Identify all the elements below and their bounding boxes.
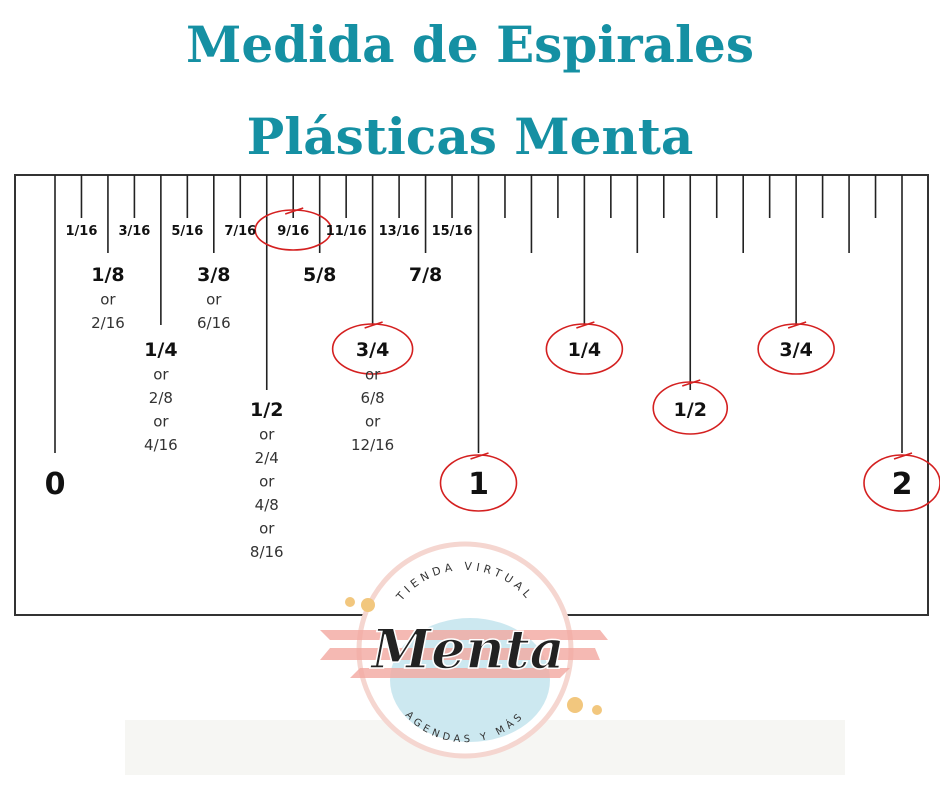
inch-label: 0	[45, 467, 66, 502]
equivalent-label: 6/8	[361, 389, 385, 407]
highlight-circle	[439, 454, 518, 512]
sixteenth-label: 11/16	[326, 224, 367, 239]
fraction-label: 7/8	[409, 264, 442, 286]
highlight-circle	[863, 454, 940, 512]
equivalent-label: or	[259, 473, 275, 491]
title-line: Plásticas Menta	[247, 107, 694, 166]
highlight-mark	[681, 379, 701, 387]
logo: TIENDA VIRTUAL AGENDAS Y MÁS Menta	[125, 541, 845, 775]
equivalent-label: 8/16	[250, 543, 284, 561]
fraction-label: 1/2	[674, 399, 707, 421]
sixteenth-label: 15/16	[432, 224, 473, 239]
sixteenth-label: 1/16	[66, 224, 98, 239]
highlight-circle	[254, 209, 333, 251]
equivalent-label: or	[365, 366, 381, 384]
equivalent-label: or	[153, 366, 169, 384]
fraction-label: 5/8	[303, 264, 336, 286]
fraction-label: 3/4	[356, 339, 389, 361]
equivalent-label: 2/16	[91, 314, 125, 332]
highlight-mark	[576, 321, 595, 329]
highlight-circle	[545, 323, 624, 375]
fraction-label: 3/8	[197, 264, 230, 286]
fraction-label: 1/4	[568, 339, 601, 361]
equivalent-label: 2/8	[149, 389, 173, 407]
sixteenth-label: 3/16	[118, 224, 150, 239]
fraction-label: 1/2	[250, 399, 283, 421]
fraction-label: 3/4	[779, 339, 812, 361]
highlight-circle	[652, 381, 729, 435]
highlight-mark	[893, 452, 913, 460]
inch-label: 1	[468, 467, 489, 502]
equivalent-label: 6/16	[197, 314, 231, 332]
logo-dot	[567, 697, 583, 713]
equivalent-label: 2/4	[255, 449, 279, 467]
logo-name: Menta	[369, 617, 564, 681]
logo-dot	[361, 598, 375, 612]
ruler-labels: 1/16 3/16 5/16 7/16 9/16 11/16 13/16 15/16 1/8 or…	[45, 224, 913, 561]
logo-dot	[345, 597, 355, 607]
equivalent-label: or	[259, 520, 275, 538]
sixteenth-label: 9/16	[277, 224, 309, 239]
logo-dot	[592, 705, 602, 715]
highlight-circle	[331, 323, 414, 375]
ruler-body	[14, 174, 929, 616]
highlight-mark	[787, 321, 807, 329]
logo-brush	[320, 630, 608, 678]
equivalent-label: 4/8	[255, 496, 279, 514]
equivalent-label: or	[365, 413, 381, 431]
sixteenth-label: 13/16	[379, 224, 420, 239]
highlight-mark	[364, 321, 383, 329]
sixteenth-label: 5/16	[171, 224, 203, 239]
fraction-label: 1/8	[91, 264, 124, 286]
highlight-circles	[254, 207, 940, 512]
highlight-mark	[470, 452, 489, 460]
equivalent-label: 12/16	[351, 436, 394, 454]
title-line: Medida de Espirales	[186, 15, 754, 74]
equivalent-label: or	[259, 426, 275, 444]
equivalent-label: 4/16	[144, 436, 178, 454]
highlight-mark	[284, 207, 304, 215]
highlight-circle	[757, 323, 835, 375]
equivalent-label: or	[100, 291, 116, 309]
sixteenth-label: 7/16	[224, 224, 256, 239]
inch-label: 2	[892, 467, 913, 502]
ruler-ticks	[54, 175, 903, 453]
equivalent-label: or	[153, 413, 169, 431]
equivalent-label: or	[206, 291, 222, 309]
fraction-label: 1/4	[144, 339, 177, 361]
